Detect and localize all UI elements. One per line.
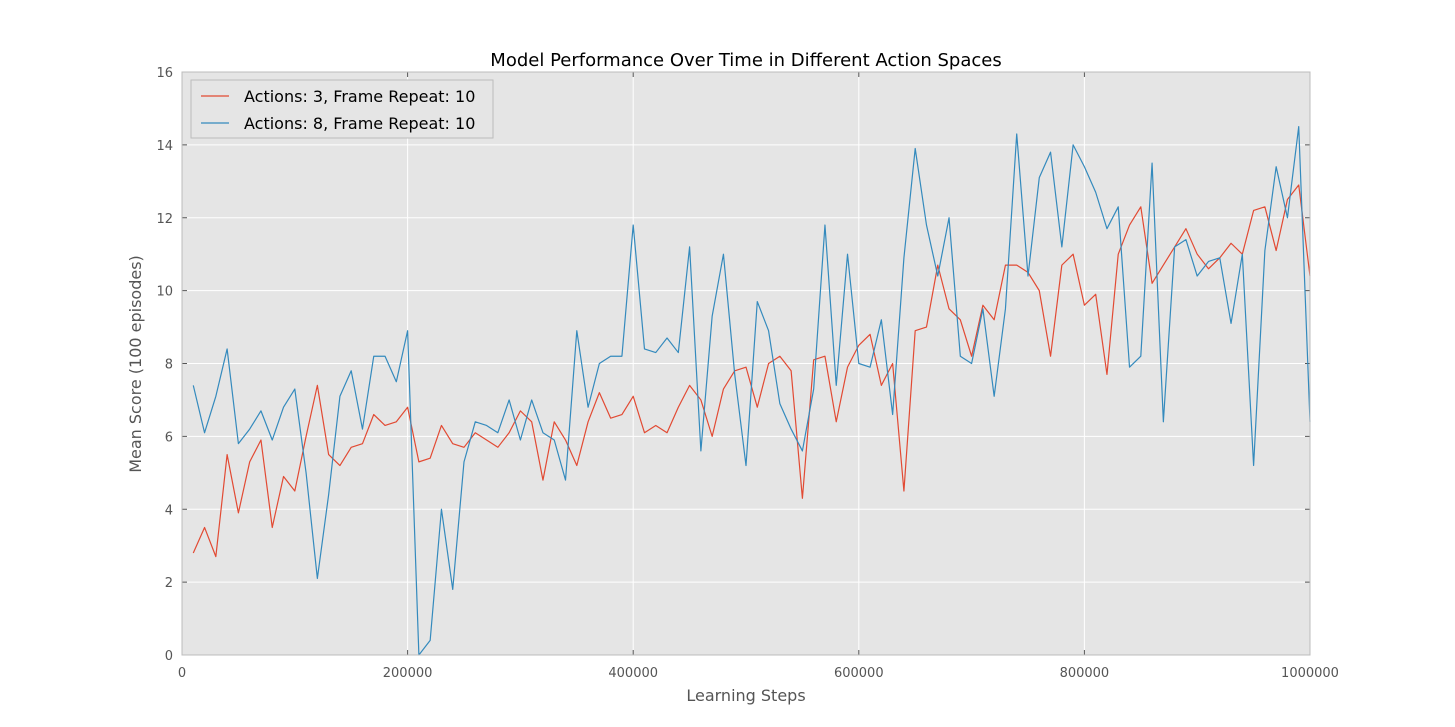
legend-label-2: Actions: 8, Frame Repeat: 10 — [244, 114, 475, 133]
y-axis-label: Mean Score (100 episodes) — [126, 255, 145, 473]
y-tick-label: 16 — [156, 66, 173, 81]
axis-ticks: 0 200000 400000 600000 800000 1000000 0 2 4 6 8 10 1… — [156, 66, 1339, 681]
x-tick-label: 800000 — [1060, 666, 1110, 681]
x-tick-label: 200000 — [383, 666, 433, 681]
series-line-2 — [192, 126, 1311, 656]
chart-title: Model Performance Over Time in Different… — [490, 50, 1001, 71]
legend-box — [190, 79, 494, 139]
y-tick-label: 4 — [165, 503, 173, 518]
y-tick-label: 14 — [156, 139, 173, 154]
y-tick-label: 6 — [165, 430, 173, 445]
y-tick-label: 2 — [165, 576, 173, 591]
plot-frame — [181, 71, 1311, 656]
series-layer — [192, 126, 1311, 656]
y-tick-label: 8 — [165, 358, 173, 373]
y-tick-label: 10 — [156, 285, 173, 300]
y-tick-label: 0 — [165, 649, 173, 664]
x-tick-label: 600000 — [834, 666, 884, 681]
legend-label-1: Actions: 3, Frame Repeat: 10 — [244, 87, 475, 106]
x-axis-label: Learning Steps — [686, 686, 805, 705]
x-tick-label: 1000000 — [1281, 666, 1339, 681]
x-tick-label: 400000 — [608, 666, 658, 681]
x-tick-label: 0 — [178, 666, 186, 681]
y-tick-label: 12 — [156, 212, 173, 227]
legend: Actions: 3, Frame Repeat: 10 Actions: 8, … — [190, 79, 494, 139]
